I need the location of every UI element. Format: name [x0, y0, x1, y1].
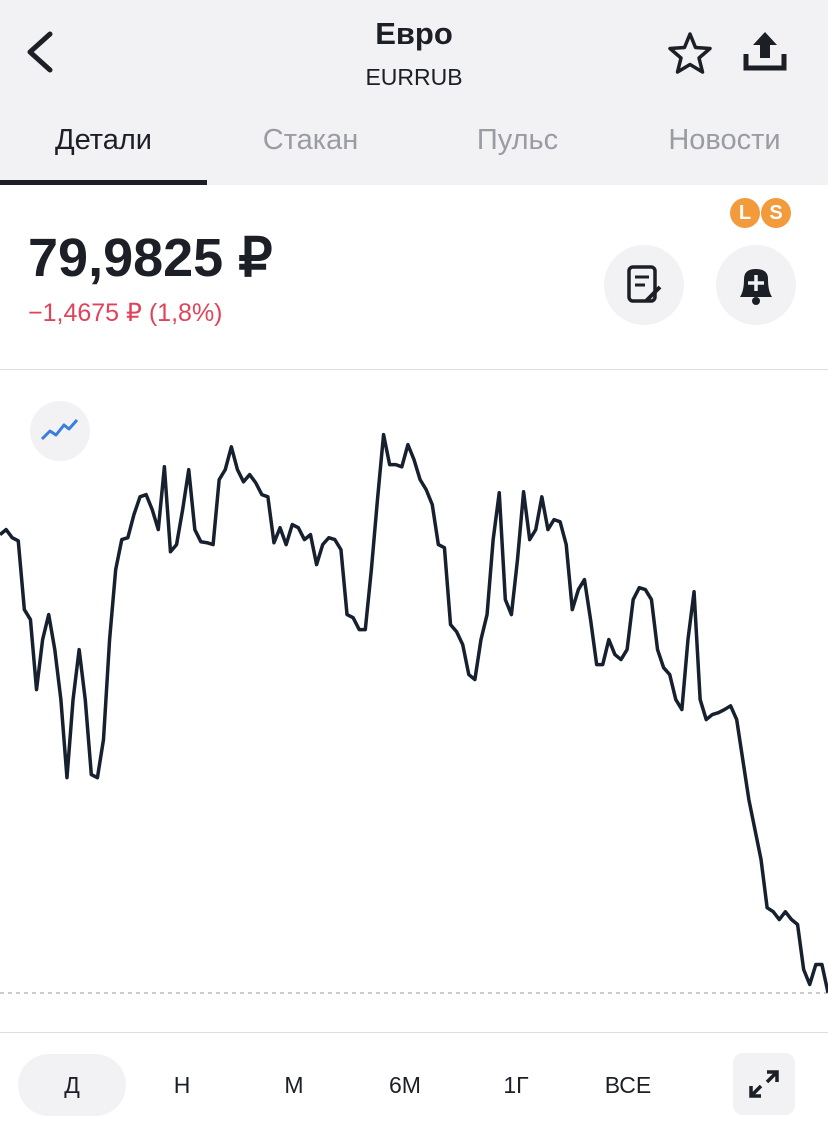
subtitle: EURRUB	[365, 64, 463, 90]
price: 79,9825 ₽	[28, 228, 273, 288]
period-button[interactable]: 1Г	[503, 1072, 529, 1098]
period-button[interactable]: ВСЕ	[604, 1072, 652, 1098]
divider	[0, 1032, 828, 1033]
favorite-button[interactable]	[666, 30, 714, 76]
period-button[interactable]: 6М	[389, 1072, 421, 1098]
period-button[interactable]: Д	[18, 1054, 126, 1116]
divider	[0, 369, 828, 370]
tab[interactable]: Детали	[54, 124, 152, 156]
price-line	[0, 432, 828, 994]
back-button[interactable]	[24, 30, 54, 74]
share-button[interactable]	[742, 28, 788, 74]
badge: L	[730, 198, 760, 228]
title: Евро	[375, 16, 453, 51]
tab[interactable]: Новости	[668, 124, 781, 156]
action-buttons	[604, 245, 796, 325]
tab-indicator	[0, 180, 207, 185]
tab[interactable]: Пульс	[476, 124, 559, 156]
period-button[interactable]: Н	[173, 1072, 191, 1098]
period-button[interactable]: М	[284, 1072, 304, 1098]
header	[0, 0, 828, 185]
expand-button[interactable]	[733, 1053, 795, 1115]
alert-button[interactable]	[716, 245, 796, 325]
note-button[interactable]	[604, 245, 684, 325]
badge: S	[761, 198, 791, 228]
chart-type-button[interactable]	[30, 401, 90, 461]
tab[interactable]: Стакан	[262, 124, 359, 156]
price-change: −1,4675 ₽ (1,8%)	[28, 299, 223, 327]
